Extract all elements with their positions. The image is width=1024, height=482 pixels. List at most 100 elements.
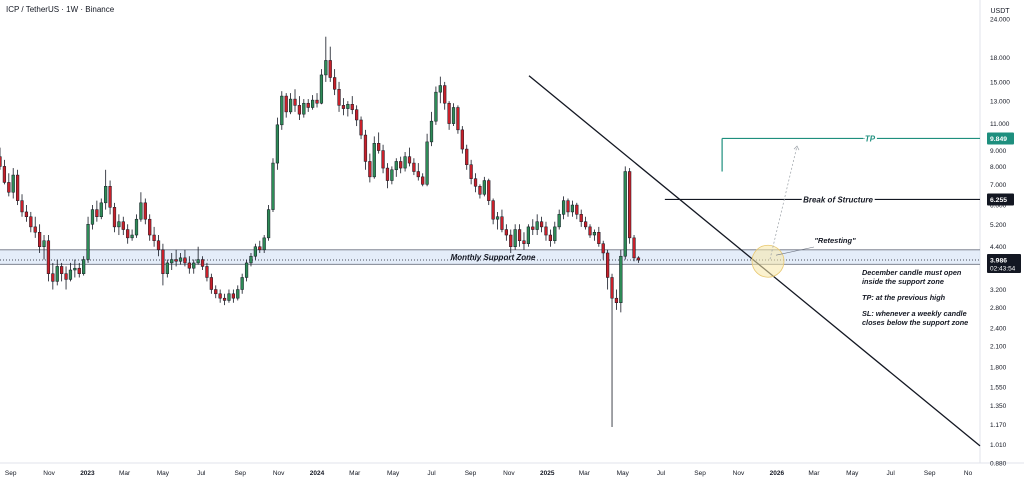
candle — [333, 69, 337, 96]
candle — [482, 176, 486, 197]
candle — [108, 180, 112, 215]
x-tick-label: Nov — [733, 470, 745, 477]
candle-body-up — [425, 141, 429, 185]
candle-body-down — [38, 232, 42, 247]
candle-body-down — [522, 240, 526, 244]
candle-body-up — [324, 60, 328, 76]
candle-body-down — [628, 171, 632, 239]
candle — [575, 202, 579, 220]
candle-body-down — [500, 216, 504, 230]
candle — [337, 81, 341, 112]
x-tick-label: Mar — [349, 470, 361, 477]
candle-body-up — [90, 209, 95, 225]
y-tick-label: 1.350 — [990, 403, 1007, 410]
y-tick-label: 9.000 — [990, 148, 1007, 155]
candle-body-down — [2, 166, 7, 183]
candle-body-up — [42, 240, 46, 247]
candle — [517, 224, 522, 247]
y-tick-label: 6.000 — [990, 203, 1007, 210]
candle-body-up — [253, 246, 257, 257]
candle — [561, 196, 566, 220]
candle-body-up — [495, 216, 500, 220]
candle — [20, 194, 24, 217]
candle-body-down — [200, 259, 205, 267]
candle — [579, 209, 583, 227]
candle-body-down — [258, 246, 262, 251]
candle-body-down — [284, 95, 288, 113]
candle-body-down — [293, 98, 297, 106]
candle-body-up — [372, 143, 376, 178]
candle-body-down — [214, 289, 218, 295]
candle-body-up — [275, 124, 280, 164]
candle — [29, 211, 33, 233]
candle-body-down — [456, 107, 460, 131]
y-tick-label: 24.000 — [990, 16, 1010, 23]
candle-body-down — [148, 218, 152, 236]
candle — [306, 99, 310, 112]
candle-body-up — [553, 226, 557, 242]
candle-body-up — [82, 259, 86, 274]
candle-body-down — [465, 148, 469, 165]
candle — [130, 229, 134, 241]
x-tick-label: No — [964, 470, 973, 477]
candle — [288, 93, 293, 115]
y-tick-label: 8.000 — [990, 164, 1007, 171]
candle-body-up — [249, 255, 253, 264]
candle — [539, 216, 544, 233]
candle-body-down — [359, 119, 363, 136]
candle — [610, 273, 614, 428]
candle-body-down — [60, 266, 64, 274]
candle — [42, 235, 46, 260]
candle — [460, 126, 464, 154]
candle — [421, 173, 425, 187]
y-tick-label: 2.800 — [990, 305, 1007, 312]
candle-body-up — [244, 262, 249, 278]
y-tick-label: 13.000 — [990, 99, 1010, 106]
x-tick-label: Sep — [465, 470, 477, 477]
candle — [64, 266, 68, 290]
candle — [15, 169, 20, 206]
candle — [275, 117, 280, 170]
note-tp: TP: at the previous high — [862, 293, 946, 302]
candle — [11, 168, 15, 199]
candle — [601, 240, 605, 260]
x-tick-label: May — [157, 470, 170, 477]
y-tick-label: 11.000 — [990, 121, 1010, 128]
candle-body-down — [632, 237, 636, 259]
candle — [377, 132, 381, 154]
candle-body-down — [7, 182, 11, 193]
candle-body-up — [346, 104, 350, 109]
x-tick-label: May — [387, 470, 400, 477]
candle-body-down — [575, 204, 579, 215]
candle-body-down — [333, 77, 337, 90]
candle — [82, 256, 86, 276]
candle-body-down — [306, 102, 310, 108]
candle — [99, 198, 103, 220]
candle-body-up — [438, 85, 442, 93]
candle-body-up — [178, 257, 183, 262]
candle — [491, 198, 495, 225]
candle-body-up — [570, 204, 575, 213]
x-tick-label: 2026 — [770, 470, 785, 477]
candle-body-up — [623, 171, 627, 257]
candle — [548, 229, 553, 247]
candle-body-down — [355, 109, 359, 121]
candle-body-down — [421, 176, 425, 185]
candle-body-up — [429, 120, 434, 143]
x-tick-label: May — [846, 470, 859, 477]
candle-body-up — [557, 214, 561, 228]
candle-body-down — [597, 232, 601, 244]
candle — [134, 214, 139, 238]
candle — [262, 235, 266, 253]
candle-body-down — [297, 105, 302, 115]
candle — [95, 200, 99, 222]
candle-body-down — [121, 221, 125, 230]
candle — [628, 168, 632, 244]
y-tick-label: 2.100 — [990, 344, 1007, 351]
candle-body-down — [222, 297, 227, 301]
countdown-label: 02:43:54 — [990, 266, 1016, 273]
y-tick-label: 18.000 — [990, 55, 1010, 62]
x-tick-label: Mar — [119, 470, 131, 477]
candle — [425, 133, 429, 187]
